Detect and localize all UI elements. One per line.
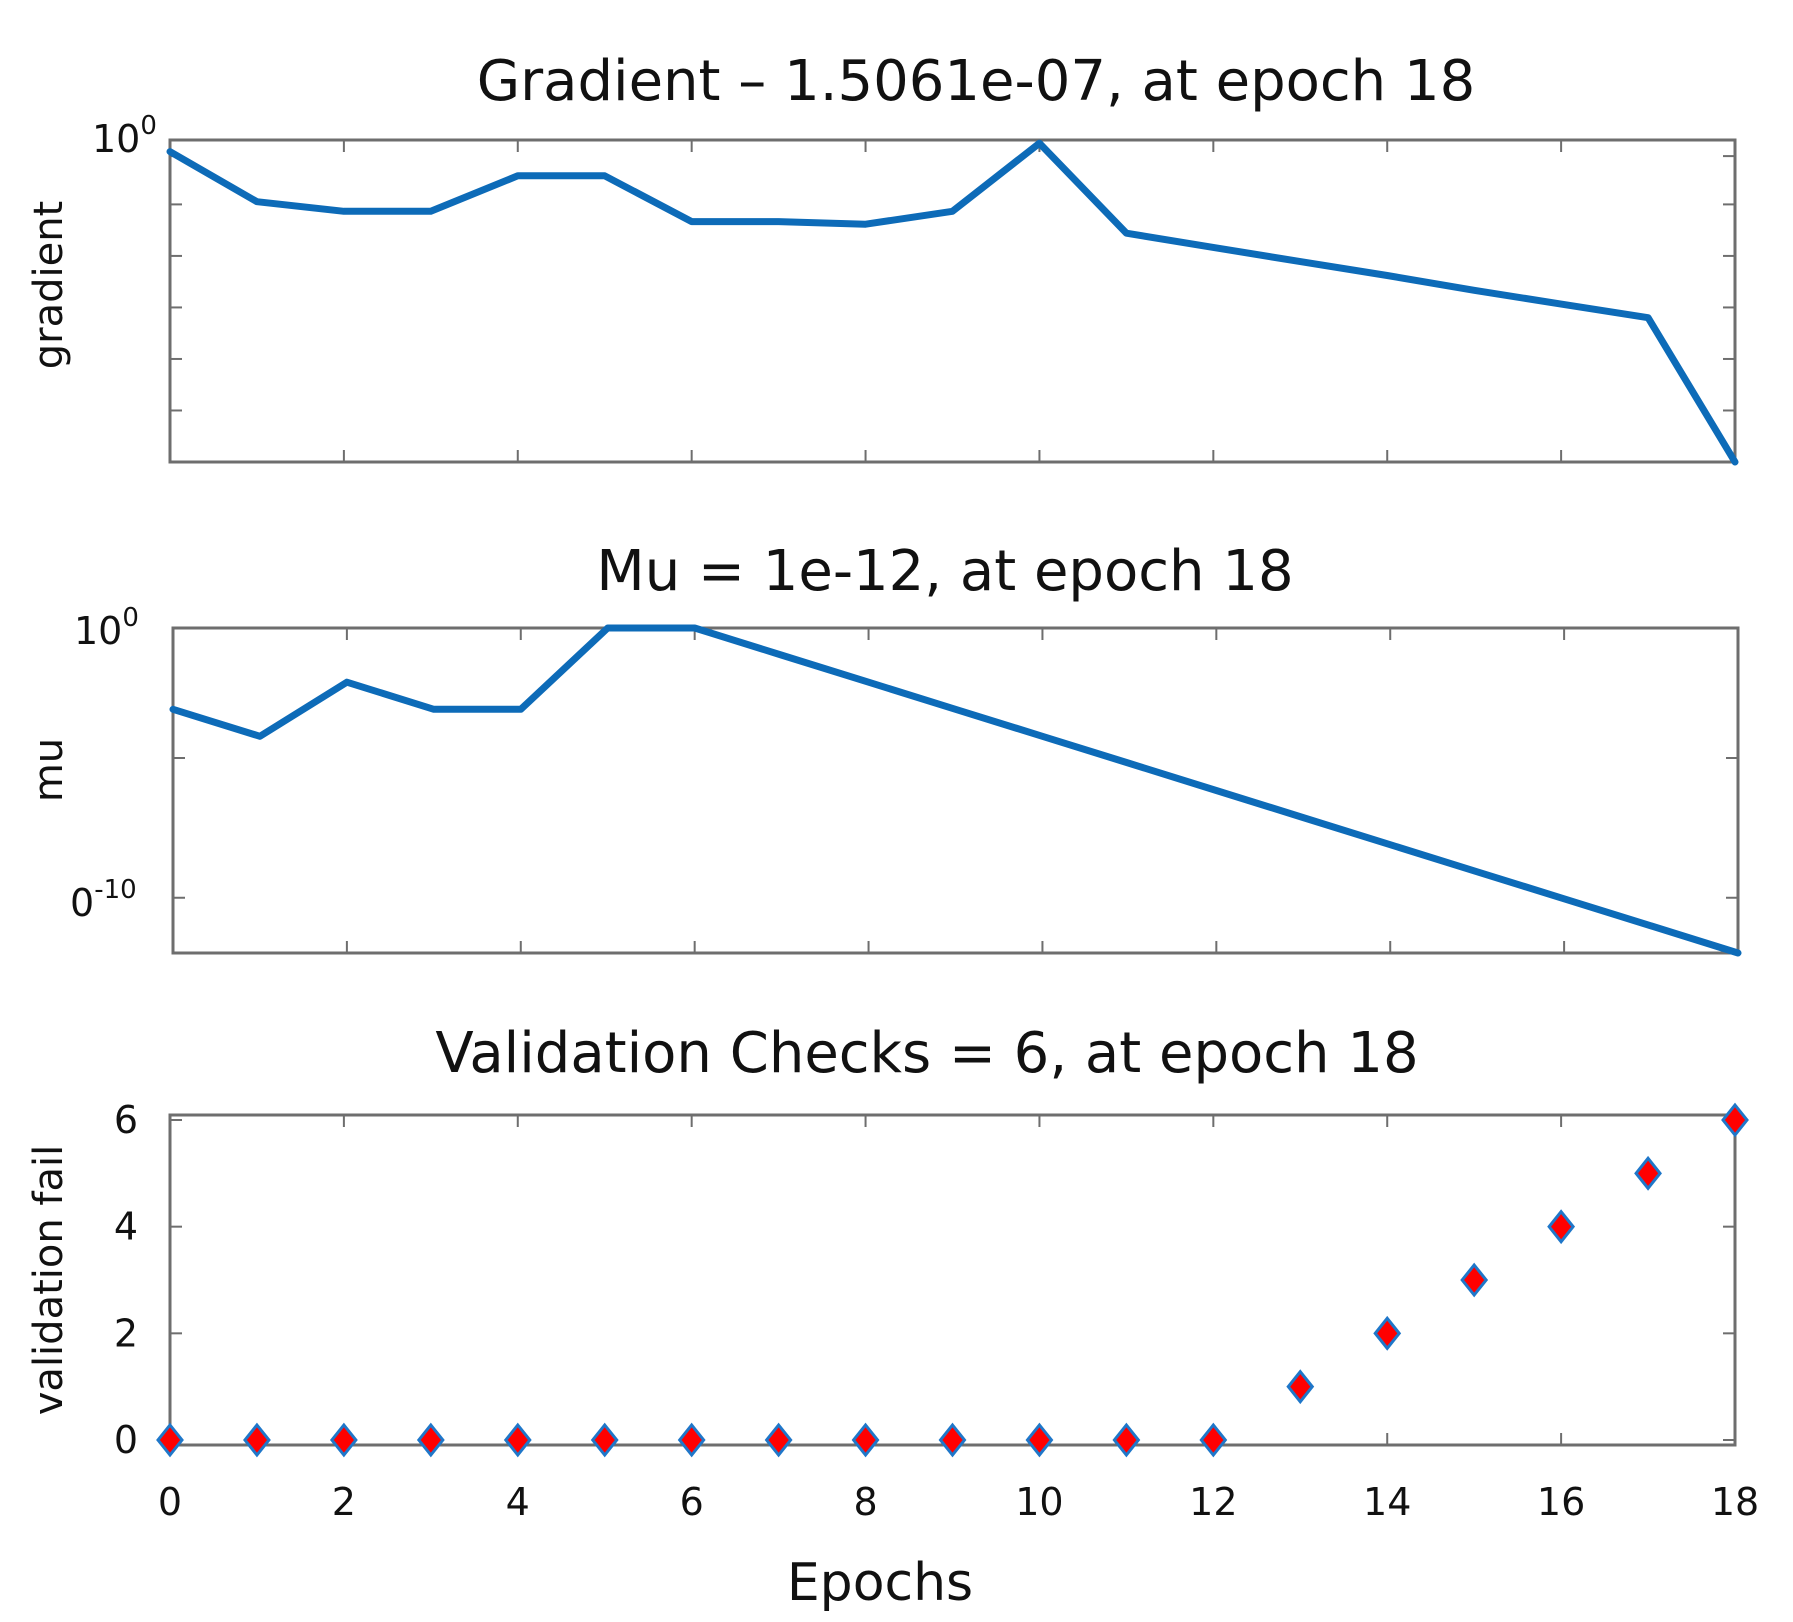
validation-xtick-label: 10 [1015,1480,1063,1524]
mu-tick-marks [172,627,1739,953]
validation-marker [677,1422,706,1458]
validation-marker [938,1422,967,1458]
validation-marker [1721,1102,1749,1138]
validation-xtick-label: 18 [1711,1480,1759,1524]
validation-xtick-labels: 0 2 4 6 8 10 12 14 16 18 [158,1480,1759,1524]
validation-ytick-label: 0 [114,1418,138,1462]
validation-xtick-label: 8 [853,1480,877,1524]
mu-series-line [169,624,1742,957]
validation-marker [851,1422,880,1458]
validation-marker [1199,1422,1228,1458]
validation-marker [416,1422,445,1458]
validation-ytick-label: 4 [114,1205,138,1249]
validation-marker [1112,1422,1141,1458]
validation-markers [156,1102,1749,1458]
validation-marker [1634,1155,1662,1191]
validation-ytick-label: 2 [114,1311,138,1355]
validation-xtick-label: 0 [158,1480,182,1524]
validation-marker [243,1422,271,1458]
validation-marker [590,1422,619,1458]
validation-xtick-label: 12 [1189,1480,1237,1524]
gradient-series-line [166,139,1739,466]
gradient-axes [168,138,1737,464]
validation-xtick-label: 4 [506,1480,530,1524]
validation-marker [1286,1369,1315,1405]
validation-marker [1025,1422,1054,1458]
validation-ylabel: validation fail [26,1145,72,1415]
mu-ylabel: mu [26,738,72,802]
validation-xtick-label: 14 [1363,1480,1411,1524]
gradient-panel: Gradient – 1.5061e-07, at epoch 18 100 g… [26,49,1739,466]
validation-marker [329,1422,358,1458]
gradient-ytick-top: 100 [92,111,157,161]
validation-panel: Validation Checks = 6, at epoch 18 0246 … [26,1021,1759,1613]
validation-marker [764,1422,793,1458]
validation-ytick-label: 6 [114,1098,138,1142]
mu-title: Mu = 1e-12, at epoch 18 [596,539,1293,604]
gradient-ylabel: gradient [26,201,72,370]
gradient-title: Gradient – 1.5061e-07, at epoch 18 [477,49,1475,114]
mu-panel: Mu = 1e-12, at epoch 18 100 0-10 mu [26,539,1742,957]
epochs-xlabel: Epochs [787,1553,973,1613]
validation-marker [1460,1262,1489,1298]
validation-xtick-label: 16 [1537,1480,1585,1524]
mu-ytick-bottom: 0-10 [70,875,137,925]
validation-marker [1373,1315,1402,1351]
validation-xtick-label: 6 [680,1480,704,1524]
validation-title: Validation Checks = 6, at epoch 18 [435,1021,1418,1086]
validation-marker [156,1422,184,1458]
validation-axes [168,1113,1737,1447]
mu-ytick-top: 100 [74,603,139,653]
validation-marker [1547,1209,1576,1245]
validation-marker [503,1422,532,1458]
validation-xtick-label: 2 [332,1480,356,1524]
mu-axes [171,626,1740,955]
validation-ytick-labels: 0 2 4 6 [114,1098,138,1462]
